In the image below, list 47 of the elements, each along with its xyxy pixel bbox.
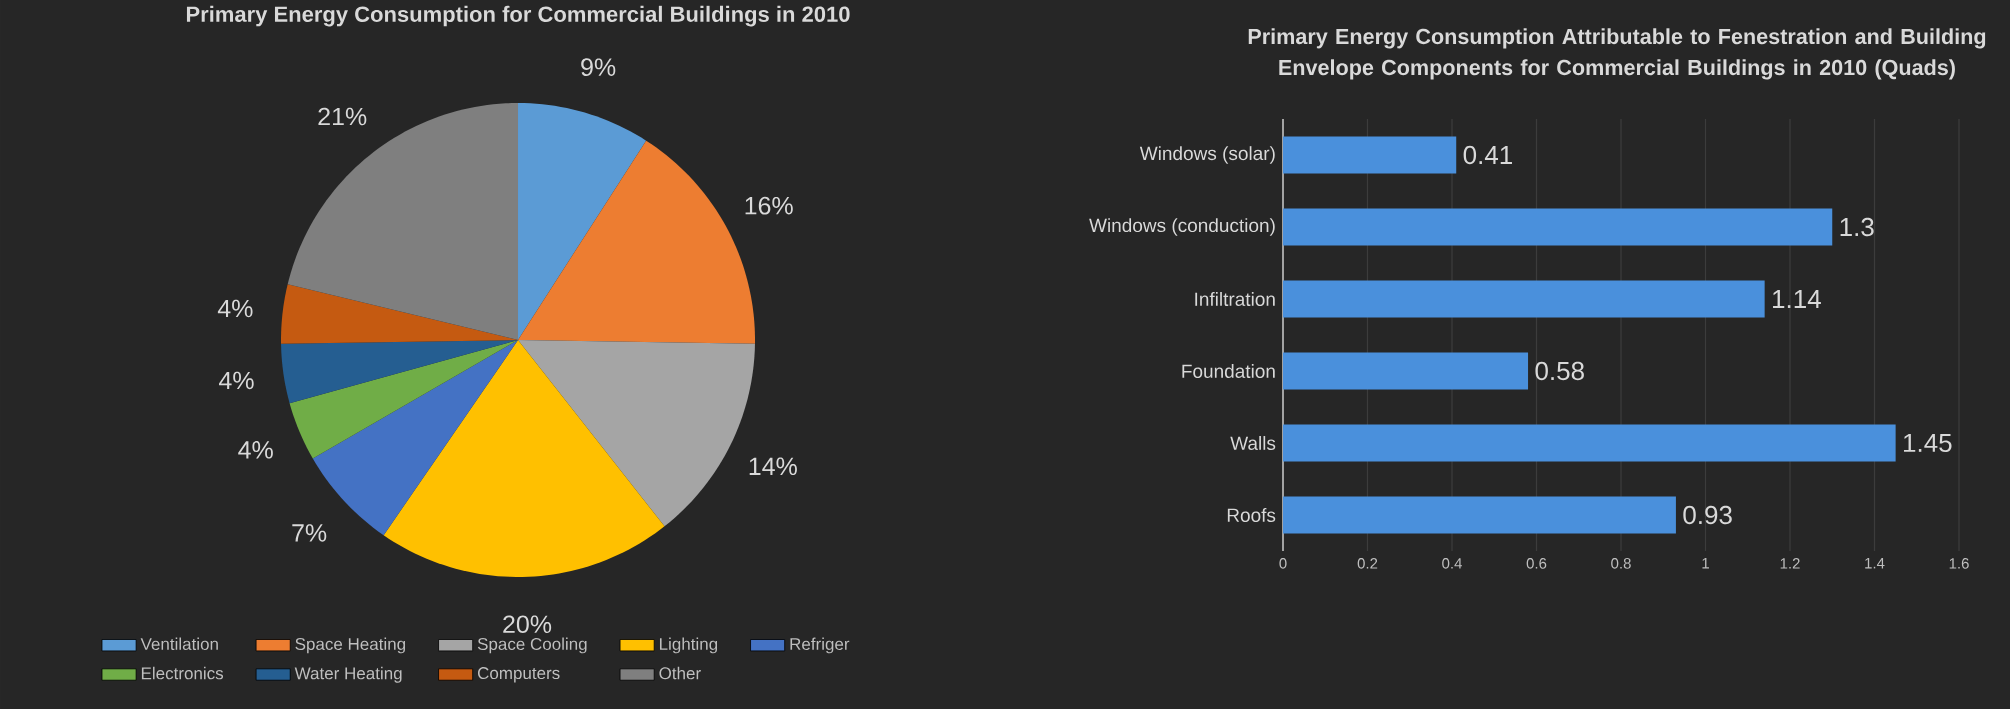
data-label: 0.58 [1535,361,1584,381]
legend-label: Water Heating [294,666,402,683]
bar [1283,280,1765,318]
data-label: 9% [581,58,616,76]
y-tick-label: Roofs [1227,508,1276,522]
x-tick-label: 0.8 [1611,558,1631,569]
y-tick-label: Windows (solar) [1139,146,1275,164]
x-tick-label: 0.2 [1357,558,1378,569]
bar [1283,136,1457,174]
chart-title: Primary Energy Consumption for Commercial Buildings in 2010 [186,5,850,27]
bar [1283,352,1529,390]
bar [1283,496,1676,534]
data-label: 4% [238,441,273,459]
data-label: 7% [292,524,327,542]
x-tick-label: 1 [1702,558,1709,569]
bar [1283,424,1896,462]
y-tick-label: Infiltration [1195,292,1275,306]
x-tick-label: 0.4 [1442,558,1462,569]
data-label: 20% [503,615,552,634]
legend-label: Space Cooling [477,637,587,654]
legend-label: Lighting [659,637,718,654]
data-label: 4% [217,299,253,318]
y-tick-label: Foundation [1182,364,1275,378]
legend-label: Electronics [141,666,224,680]
data-label: 0.93 [1683,505,1732,525]
data-label: 0.41 [1463,145,1512,165]
legend-label: Refriger [790,637,850,654]
legend-label: Computers [477,667,560,683]
data-label: 1.3 [1840,217,1874,237]
x-tick-label: 0.6 [1526,558,1547,569]
data-label: 1.45 [1904,433,1952,453]
y-tick-label: Windows (conduction) [1089,218,1275,236]
data-label: 1.14 [1773,290,1821,308]
legend-label: Ventilation [140,637,218,651]
data-label: 4% [219,371,254,390]
bar [1283,208,1833,246]
legend-label: Other [659,666,701,680]
data-label: 14% [749,457,797,476]
y-tick-label: Walls [1230,436,1276,450]
x-tick-label: 0 [1279,558,1287,569]
x-tick-label: 1.6 [1949,558,1969,569]
x-tick-label: 1.2 [1780,558,1800,569]
x-tick-label: 1.4 [1865,558,1885,569]
legend-label: Space Heating [295,637,406,654]
data-label: 21% [318,107,367,126]
data-label: 16% [745,196,793,215]
chart-title: Primary Energy Consumption Attributable to Fenestration and Building Envelope Components for Commercial Buildings in 2010 (Quads) [1248,28,1986,80]
